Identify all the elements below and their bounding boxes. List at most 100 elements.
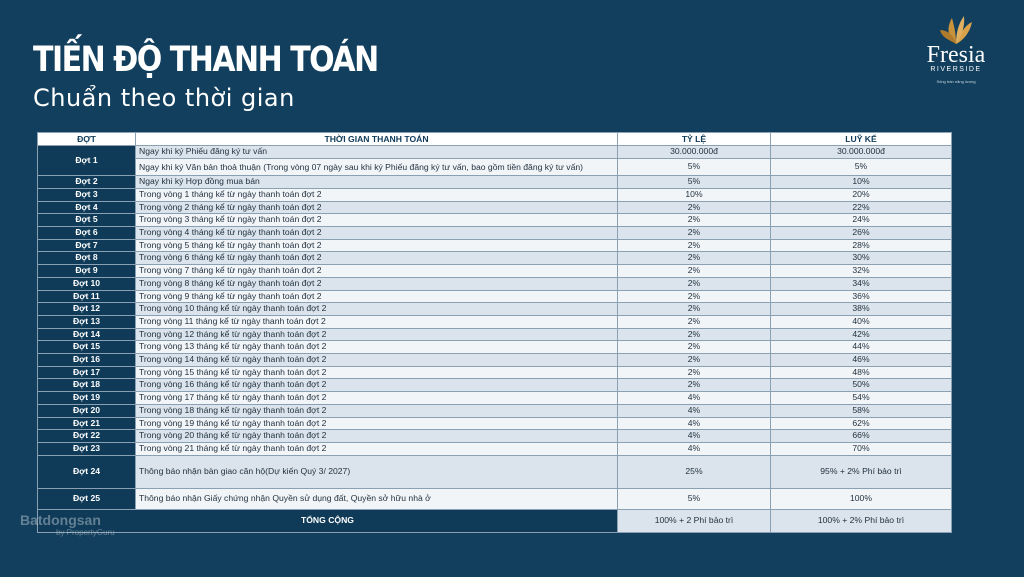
rate-cell: 5% [617,175,771,189]
table-row: Đợt 10 Trong vòng 8 tháng kể từ ngày than… [37,276,952,291]
table-row: Đợt 16 Trong vòng 14 tháng kể từ ngày tha… [37,353,952,367]
time-cell: Trong vòng 18 tháng kể từ ngày thanh toá… [135,403,618,418]
rate-cell: 2% [617,226,771,240]
cumulative-cell: 44% [770,340,952,355]
time-cell: Trong vòng 16 tháng kể từ ngày thanh toá… [135,378,618,393]
table-row: Đợt 8 Trong vòng 6 tháng kể từ ngày thanh… [37,251,952,266]
rate-cell: 2% [617,276,771,291]
total-rate: 100% + 2 Phí bảo trì [617,508,771,533]
time-cell: Ngay khi ký Phiếu đăng ký tư vấn [135,145,618,159]
table-row: Đợt 5 Trong vòng 3 tháng kể từ ngày thanh… [37,213,952,228]
cumulative-cell: 42% [770,327,952,342]
time-cell: Trong vòng 1 tháng kể từ ngày thanh toán… [135,187,618,202]
cumulative-cell: 70% [770,441,952,456]
time-cell: Trong vòng 2 tháng kể từ ngày thanh toán… [135,200,618,215]
rate-cell: 10% [617,187,771,202]
phase-cell: Đợt 16 [37,353,136,367]
table-row: Ngay khi ký Văn bản thoả thuận (Trong vò… [38,157,952,177]
cumulative-cell: 62% [770,416,952,431]
time-cell: Trong vòng 7 tháng kể từ ngày thanh toán… [135,264,618,278]
rate-cell: 2% [617,327,771,342]
phase-cell: Đợt 25 [37,487,136,510]
phase-cell: Đợt 23 [37,441,136,456]
time-cell: Trong vòng 14 tháng kể từ ngày thanh toá… [135,353,618,367]
rate-cell: 25% [617,454,771,489]
phase-cell: Đợt 3 [37,187,136,202]
phase-cell: Đợt 2 [37,175,136,189]
rate-cell: 4% [617,416,771,431]
rate-cell: 2% [617,353,771,367]
table-row: Đợt 24 Thông báo nhận bàn giao căn hộ(Dự… [37,454,952,489]
table-row: Đợt 25 Thông báo nhận Giấy chứng nhận Qu… [37,487,952,510]
table-row: Đợt 15 Trong vòng 13 tháng kể từ ngày tha… [37,340,952,355]
time-cell: Thông báo nhận Giấy chứng nhận Quyền sử … [135,487,618,510]
phase-cell: Đợt 18 [37,378,136,393]
time-cell: Trong vòng 8 tháng kể từ ngày thanh toán… [135,276,618,291]
table-row: Đợt 6 Trong vòng 4 tháng kể từ ngày thanh… [37,226,952,240]
time-cell: Trong vòng 21 tháng kể từ ngày thanh toá… [135,441,618,456]
rate-cell: 2% [617,340,771,355]
rate-cell: 2% [617,289,771,304]
cumulative-cell: 20% [770,187,952,202]
table-header-row: ĐỢT THỜI GIAN THANH TOÁN TỶ LỆ LUỸ KẾ [37,132,952,146]
table-row: Đợt 14 Trong vòng 12 tháng kể từ ngày tha… [37,327,952,342]
cumulative-cell: 46% [770,353,952,367]
total-label: TỔNG CỘNG [37,508,618,533]
cumulative-cell: 38% [770,302,952,316]
cumulative-cell: 40% [770,314,952,329]
table-row: Đợt 1 Ngay khi ký Phiếu đăng ký tư vấn 3… [37,144,952,177]
rate-cell: 2% [617,264,771,278]
phase-cell: Đợt 14 [37,327,136,342]
watermark-by: by PropertyGuru [56,528,115,537]
header-phase: ĐỢT [37,132,136,146]
phase-cell: Đợt 24 [37,454,136,489]
rate-cell: 4% [617,391,771,405]
rate-cell: 5% [617,487,771,510]
time-cell: Ngay khi ký Hợp đồng mua bán [135,175,618,189]
rate-cell: 2% [617,213,771,228]
cumulative-cell: 58% [770,403,952,418]
time-cell: Trong vòng 5 tháng kể từ ngày thanh toán… [135,238,618,253]
phase-cell: Đợt 6 [37,226,136,240]
flower-logo-icon [940,16,972,44]
logo-slogan: Sống tràn năng lượng [936,79,976,84]
rate-cell: 2% [617,200,771,215]
time-cell: Trong vòng 15 tháng kể từ ngày thanh toá… [135,365,618,380]
rate-cell: 5% [617,157,771,177]
time-cell: Trong vòng 4 tháng kể từ ngày thanh toán… [135,226,618,240]
phase-cell: Đợt 10 [37,276,136,291]
phase-cell: Đợt 20 [37,403,136,418]
table-row: Đợt 22 Trong vòng 20 tháng kể từ ngày tha… [37,429,952,443]
rate-cell: 2% [617,314,771,329]
table-row: Đợt 20 Trong vòng 18 tháng kể từ ngày tha… [37,403,952,418]
phase-cell: Đợt 12 [37,302,136,316]
rate-cell: 2% [617,238,771,253]
phase-cell: Đợt 11 [37,289,136,304]
rate-cell: 2% [617,378,771,393]
table-row: Đợt 13 Trong vòng 11 tháng kể từ ngày tha… [37,314,952,329]
rate-cell: 4% [617,403,771,418]
time-cell: Trong vòng 3 tháng kể từ ngày thanh toán… [135,213,618,228]
rate-cell: 30.000.000đ [617,145,771,159]
time-cell: Trong vòng 11 tháng kể từ ngày thanh toá… [135,314,618,329]
phase-cell: Đợt 17 [37,365,136,380]
time-cell: Trong vòng 9 tháng kể từ ngày thanh toán… [135,289,618,304]
watermark: Batdongsan by PropertyGuru [20,512,115,537]
cumulative-cell: 36% [770,289,952,304]
time-cell: Trong vòng 12 tháng kể từ ngày thanh toá… [135,327,618,342]
time-cell: Trong vòng 20 tháng kể từ ngày thanh toá… [135,429,618,443]
header-cumulative: LUỸ KẾ [770,132,952,146]
brand-logo: Fresia RIVERSIDE Sống tràn năng lượng [918,14,994,84]
cumulative-cell: 24% [770,213,952,228]
rate-cell: 2% [617,251,771,266]
table-row: Đợt 17 Trong vòng 15 tháng kể từ ngày tha… [37,365,952,380]
time-cell: Trong vòng 10 tháng kể từ ngày thanh toá… [135,302,618,316]
cumulative-cell: 100% [770,487,952,510]
cumulative-cell: 30.000.000đ [770,145,952,159]
logo-name: Fresia [926,42,986,68]
phase-cell: Đợt 4 [37,200,136,215]
total-cumulative: 100% + 2% Phí bảo trì [770,508,952,533]
header-rate: TỶ LỆ [617,132,771,146]
payment-schedule-table: ĐỢT THỜI GIAN THANH TOÁN TỶ LỆ LUỸ KẾ Đợ… [37,132,952,533]
page-title: TIẾN ĐỘ THANH TOÁN [33,40,379,81]
